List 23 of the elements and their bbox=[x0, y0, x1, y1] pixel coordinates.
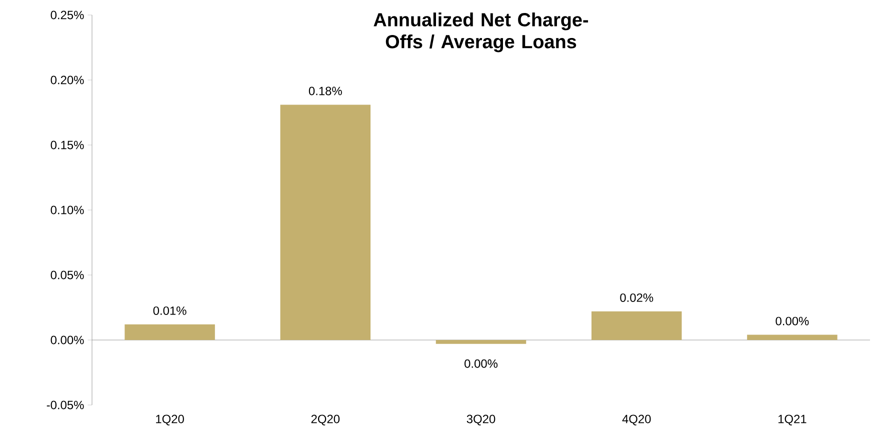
x-tick-label: 1Q21 bbox=[778, 414, 806, 426]
x-tick-label: 1Q20 bbox=[156, 414, 184, 426]
y-tick-label: 0.15% bbox=[50, 140, 84, 150]
bar bbox=[591, 311, 682, 340]
bar bbox=[280, 104, 371, 340]
data-label: 0.18% bbox=[308, 86, 342, 96]
data-label: 0.00% bbox=[464, 359, 498, 368]
x-tick-label: 3Q20 bbox=[466, 414, 496, 426]
bar bbox=[124, 324, 215, 340]
x-tick-label: 2Q20 bbox=[311, 414, 340, 426]
y-tick-label: -0.05% bbox=[46, 400, 84, 410]
data-label: 0.02% bbox=[620, 293, 654, 302]
data-label: 0.00% bbox=[776, 316, 809, 326]
data-label: 0.01% bbox=[153, 306, 186, 315]
bar bbox=[747, 334, 838, 340]
bar bbox=[436, 340, 526, 344]
y-tick-label: 0.00% bbox=[50, 336, 84, 344]
chart-title: Annualized Net Charge-Offs / Average Loans bbox=[374, 12, 588, 52]
y-tick-label: 0.10% bbox=[50, 206, 84, 214]
y-tick-label: 0.20% bbox=[50, 76, 84, 84]
y-tick-label: 0.25% bbox=[50, 10, 84, 20]
y-tick-label: 0.05% bbox=[50, 270, 84, 280]
x-tick-label: 4Q20 bbox=[622, 414, 651, 426]
